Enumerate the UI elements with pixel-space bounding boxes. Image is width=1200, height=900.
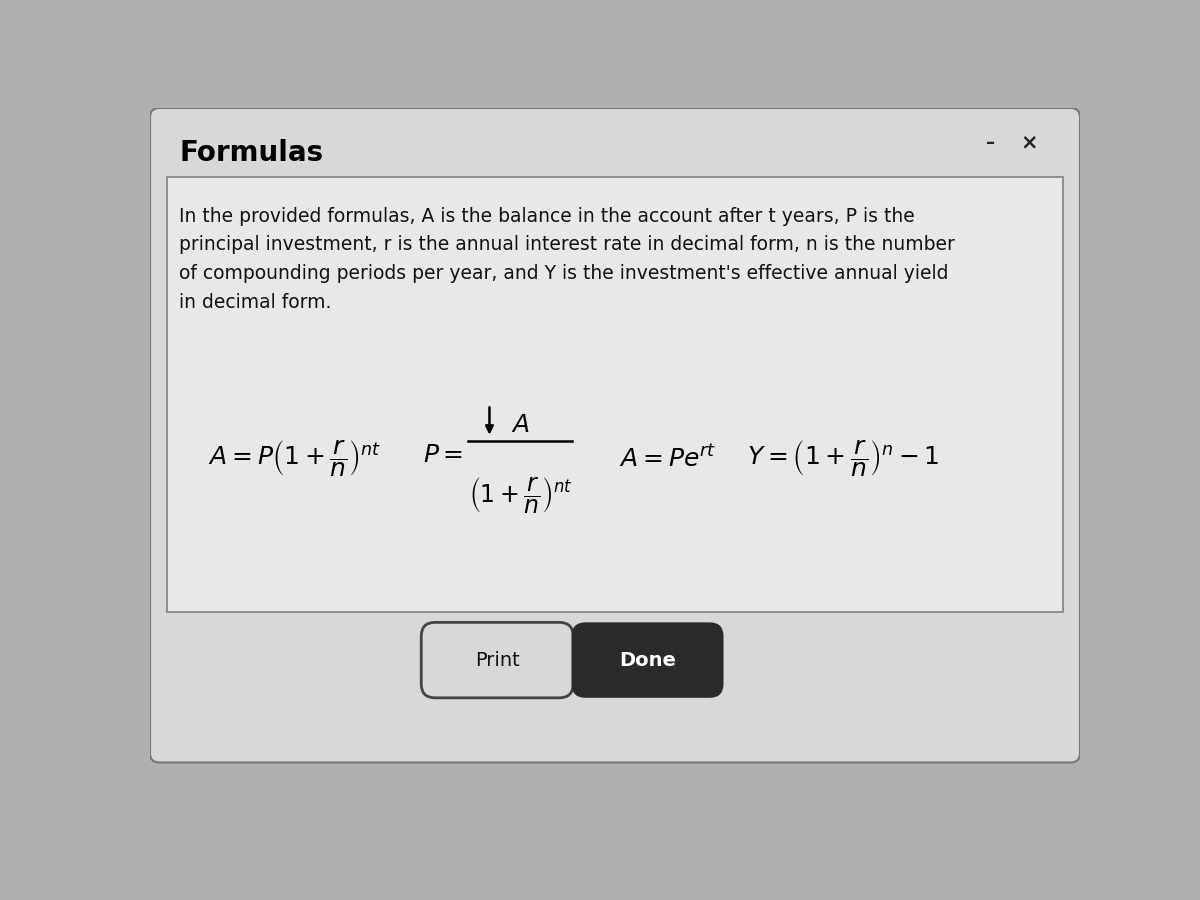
FancyBboxPatch shape [571, 623, 724, 698]
FancyBboxPatch shape [167, 177, 1063, 612]
FancyBboxPatch shape [150, 108, 1080, 762]
Text: $A = Pe^{rt}$: $A = Pe^{rt}$ [619, 446, 716, 472]
FancyBboxPatch shape [421, 623, 574, 698]
Text: ×: × [1021, 132, 1038, 153]
Text: $Y = \left(1+\dfrac{r}{n}\right)^{n} - 1$: $Y = \left(1+\dfrac{r}{n}\right)^{n} - 1… [746, 438, 940, 479]
Text: Print: Print [475, 651, 520, 670]
Text: Formulas: Formulas [180, 139, 324, 166]
Text: $P=$: $P=$ [422, 443, 463, 466]
Text: $A = P\left(1+\dfrac{r}{n}\right)^{nt}$: $A = P\left(1+\dfrac{r}{n}\right)^{nt}$ [208, 438, 382, 479]
Text: $\left(1+\dfrac{r}{n}\right)^{nt}$: $\left(1+\dfrac{r}{n}\right)^{nt}$ [468, 474, 572, 515]
Text: –: – [986, 133, 996, 151]
Text: $A$: $A$ [511, 413, 530, 437]
Text: In the provided formulas, A is the balance in the account after t years, P is th: In the provided formulas, A is the balan… [180, 207, 955, 311]
Text: Done: Done [619, 651, 676, 670]
